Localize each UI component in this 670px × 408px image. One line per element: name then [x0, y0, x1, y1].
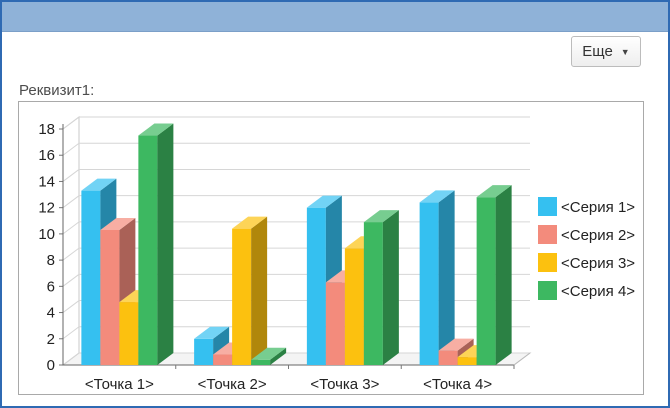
bar-front [213, 354, 233, 365]
gridline-depth [62, 247, 80, 261]
floor-edge [513, 352, 531, 366]
legend-swatch [538, 253, 557, 272]
y-tick-label: 0 [47, 357, 55, 374]
bar-front [194, 338, 214, 365]
chevron-down-icon: ▼ [620, 46, 630, 57]
gridline-depth [62, 326, 80, 340]
bar-front [100, 229, 120, 365]
bar-front [344, 248, 364, 365]
bar-front [325, 282, 345, 365]
y-tick-label: 16 [38, 147, 55, 164]
legend-label: <Серия 4> [561, 283, 635, 300]
y-tick-label: 8 [47, 252, 55, 269]
chart-side-wall [62, 116, 80, 366]
y-tick-label: 18 [38, 121, 55, 138]
title-bar [2, 2, 668, 32]
bar-top [251, 347, 287, 360]
x-tick-label: <Точка 1> [85, 376, 154, 393]
field-label: Реквизит1: [19, 82, 95, 99]
y-tick-label: 2 [47, 331, 55, 348]
bar-top [100, 217, 136, 230]
bar-side [438, 190, 455, 365]
gridline-depth [62, 142, 80, 156]
y-tick-label: 14 [38, 173, 55, 190]
bar-top [138, 123, 174, 136]
gridline-depth [62, 116, 80, 130]
y-tick-label: 6 [47, 278, 55, 295]
bar-front [438, 350, 458, 365]
bar-top [476, 185, 512, 198]
bar-front [419, 202, 439, 365]
bar-front [81, 190, 101, 365]
bar-side [270, 347, 287, 365]
gridline-depth [62, 352, 80, 366]
y-tick-label: 4 [47, 305, 55, 322]
bar-front [457, 357, 477, 365]
legend-label: <Серия 2> [561, 227, 635, 244]
legend-label: <Серия 1> [561, 199, 635, 216]
bar-top [306, 195, 342, 208]
gridline-depth [62, 169, 80, 182]
bar-top [363, 210, 399, 223]
bar-side [157, 123, 174, 365]
gridline-depth [62, 273, 80, 287]
bar-front [138, 135, 158, 365]
more-button[interactable]: Еще ▼ [571, 36, 641, 67]
bar-front [232, 228, 252, 365]
legend-label: <Серия 3> [561, 255, 635, 272]
bar-front [119, 302, 139, 365]
bar-front [306, 207, 326, 365]
bar-front [476, 197, 496, 365]
bar-top [438, 338, 474, 351]
bar-front [363, 222, 383, 365]
bar-top [419, 190, 455, 203]
legend-swatch [538, 281, 557, 300]
y-tick-label: 12 [38, 200, 55, 217]
more-button-label: Еще [582, 43, 613, 60]
bar-top [194, 326, 230, 339]
x-tick-label: <Точка 4> [423, 376, 492, 393]
bar-top [81, 178, 117, 191]
legend-swatch [538, 225, 557, 244]
bar-front [251, 359, 271, 365]
y-tick-label: 10 [38, 226, 55, 243]
gridline-depth [62, 300, 80, 313]
bar-side [382, 210, 399, 365]
x-tick-label: <Точка 3> [310, 376, 379, 393]
gridline-depth [62, 221, 80, 235]
x-tick-label: <Точка 2> [198, 376, 267, 393]
chart-field[interactable]: 0 2 4 6 8 10 12 14 16 18 <Точка 1> <Точка 2> <Точка … [18, 101, 644, 395]
legend-swatch [538, 197, 557, 216]
bar-side [495, 185, 512, 365]
bar-chart: 0 2 4 6 8 10 12 14 16 18 <Точка 1> <Точка 2> <Точка … [38, 116, 635, 393]
bar-top [232, 216, 268, 229]
bar-side [251, 216, 268, 365]
gridline-depth [62, 195, 80, 209]
